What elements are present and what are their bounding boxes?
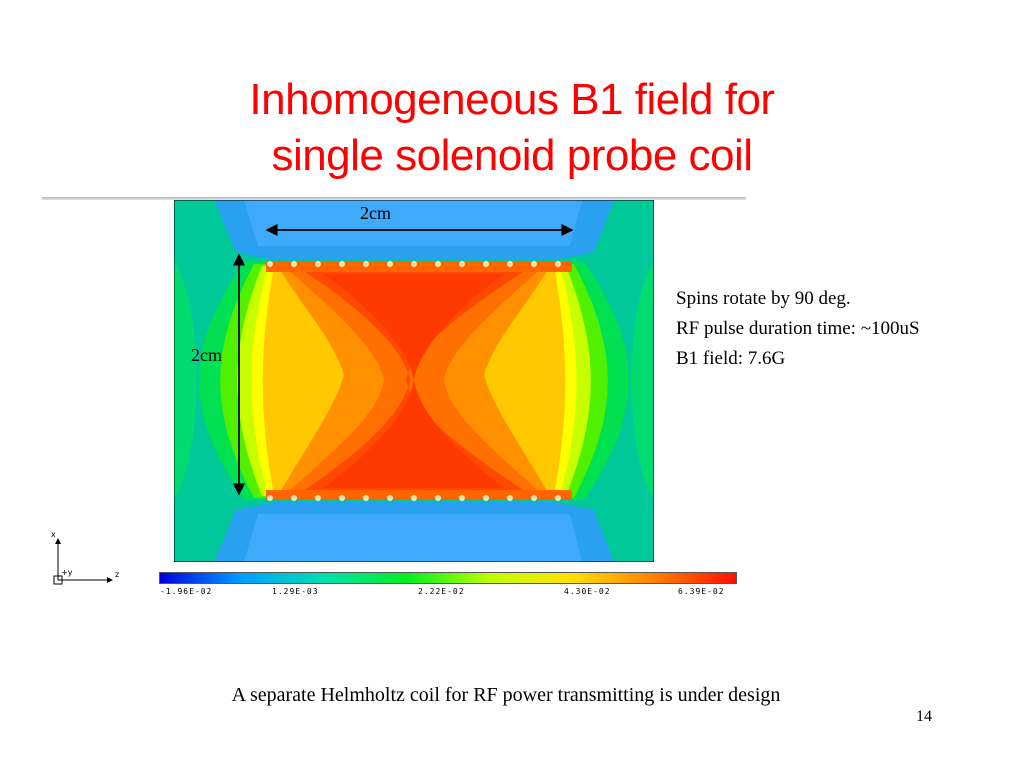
colorbar-tick-label: 2.22E-02 xyxy=(418,587,465,596)
colorbar-tick-label: 1.29E-03 xyxy=(272,587,319,596)
title-line-2: single solenoid probe coil xyxy=(271,131,753,180)
colorbar-tick-label: 4.30E-02 xyxy=(564,587,611,596)
page-number: 14 xyxy=(916,708,932,725)
field-colorbar xyxy=(159,572,737,584)
footnote: A separate Helmholtz coil for RF power t… xyxy=(231,684,781,706)
note-rotation: Spins rotate by 90 deg. xyxy=(676,288,851,309)
title-line-1: Inhomogeneous B1 field for xyxy=(249,75,775,124)
width-dimension-label: 2cm xyxy=(360,203,391,223)
simulation-notes: Spins rotate by 90 deg. RF pulse duratio… xyxy=(676,284,920,374)
axis-x-label: x xyxy=(51,530,56,539)
slide-title: Inhomogeneous B1 field for single soleno… xyxy=(0,72,1024,184)
colorbar-tick-label: -1.96E-02 xyxy=(160,587,213,596)
coordinate-axes-icon: x +y z xyxy=(51,530,119,585)
title-divider xyxy=(42,197,746,200)
axis-y-label: +y xyxy=(61,568,73,577)
axis-z-label: z xyxy=(115,570,119,579)
note-pulse-duration: RF pulse duration time: ~100uS xyxy=(676,318,920,339)
note-b1-field: B1 field: 7.6G xyxy=(676,348,786,369)
colorbar-tick-label: 6.39E-02 xyxy=(678,587,725,596)
height-dimension-label: 2cm xyxy=(191,345,222,365)
b1-field-contour-plot xyxy=(174,200,654,562)
